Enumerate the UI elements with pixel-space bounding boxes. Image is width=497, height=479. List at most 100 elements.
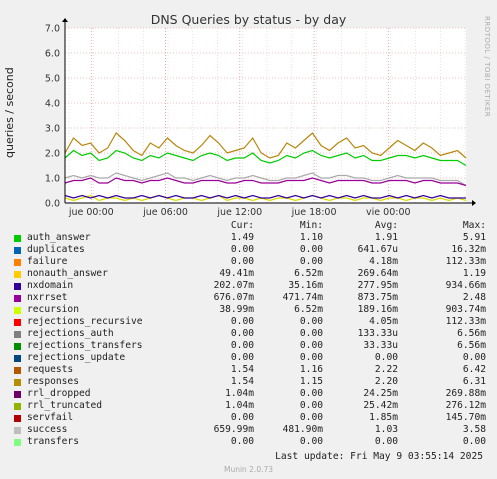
legend-avg: 4.05m [369, 316, 398, 327]
legend-name: duplicates [27, 244, 85, 255]
legend-name: auth_answer [27, 232, 91, 243]
legend-rows: auth_answer 1.49 1.10 1.91 5.91 duplicates 0.0… [12, 232, 488, 448]
legend-cur: 1.04m [225, 388, 254, 399]
legend-swatch [14, 355, 21, 362]
legend-avg: 24.25m [363, 388, 398, 399]
x-tick-label: jue 12:00 [216, 207, 262, 218]
legend-swatch [14, 247, 21, 254]
legend-min: 0.00 [299, 256, 323, 267]
rrdtool-credit: RRDTOOL / TOBI OETIKER [483, 16, 491, 118]
axes: 0.0 1.0 2.0 3.0 4.0 5.0 6.0 7.0 jue 00:00 jue 06:… [45, 18, 476, 218]
legend-avg: 1.03 [374, 424, 398, 435]
legend-name: nxdomain [27, 280, 74, 291]
legend-cur: 0.00 [230, 412, 254, 423]
chart-title: DNS Queries by status - by day [150, 12, 347, 27]
legend-min: 0.00 [299, 436, 323, 447]
legend-name: rejections_recursive [27, 316, 143, 327]
legend-min: 1.16 [299, 364, 323, 375]
series-line [64, 177, 467, 187]
legend-max: 112.33m [445, 256, 486, 267]
legend-min: 6.52m [294, 268, 323, 279]
legend-min: 1.15 [299, 376, 323, 387]
legend-row: responses 1.54 1.15 2.20 6.31 [12, 376, 488, 388]
legend-row: nxrrset 676.07m 471.74m 873.75m 2.48 [12, 292, 488, 304]
legend-row: auth_answer 1.49 1.10 1.91 5.91 [12, 232, 488, 244]
y-tick-label: 5.0 [45, 74, 60, 85]
legend-min: 1.10 [299, 232, 323, 243]
legend-avg: 1.91 [374, 232, 398, 243]
legend-cur: 676.07m [213, 292, 254, 303]
y-tick-label: 0.0 [45, 199, 60, 210]
legend-swatch [14, 415, 21, 422]
series-line [64, 149, 467, 167]
legend-avg: 133.33u [357, 328, 398, 339]
legend-swatch [14, 427, 21, 434]
legend-cur: 0.00 [230, 352, 254, 363]
legend-max: 269.88m [445, 388, 486, 399]
legend-row: duplicates 0.00 0.00 641.67u 16.32m [12, 244, 488, 256]
legend-min: 0.00 [299, 244, 323, 255]
legend-min: 481.90m [282, 424, 323, 435]
y-tick-label: 4.0 [45, 99, 60, 110]
legend-name: success [27, 424, 68, 435]
x-axis-arrow [472, 200, 476, 206]
legend-swatch [14, 343, 21, 350]
series-line [64, 132, 467, 159]
legend-header-min: Min: [299, 220, 323, 231]
legend-swatch [14, 295, 21, 302]
legend-header-cur: Cur: [230, 220, 254, 231]
legend-avg: 2.22 [374, 364, 398, 375]
x-tick-label: vie 00:00 [366, 207, 411, 218]
legend-max: 6.56m [457, 328, 486, 339]
legend-header-avg: Avg: [374, 220, 398, 231]
legend-row: rrl_dropped 1.04m 0.00 24.25m 269.88m [12, 388, 488, 400]
legend-name: rrl_dropped [27, 388, 91, 399]
legend-row: rejections_transfers 0.00 0.00 33.33u 6.56m [12, 340, 488, 352]
legend-max: 0.00 [462, 436, 486, 447]
legend-name: nonauth_answer [27, 268, 108, 279]
legend-row: success 659.99m 481.90m 1.03 3.58 [12, 424, 488, 436]
legend-max: 6.56m [457, 340, 486, 351]
last-update: Last update: Fri May 9 03:55:14 2025 [275, 451, 483, 462]
legend-avg: 0.00 [374, 436, 398, 447]
legend-min: 0.00 [299, 340, 323, 351]
legend-avg: 269.64m [357, 268, 398, 279]
legend-name: recursion [27, 304, 79, 315]
legend-avg: 641.67u [357, 244, 398, 255]
legend-max: 3.58 [462, 424, 486, 435]
legend-name: rejections_transfers [27, 340, 143, 351]
legend-avg: 1.85m [369, 412, 398, 423]
legend-row: rrl_truncated 1.04m 0.00 25.42m 276.12m [12, 400, 488, 412]
legend-cur: 202.07m [213, 280, 254, 291]
legend-name: requests [27, 364, 74, 375]
legend: Cur: Min: Avg: Max: auth_answer 1.49 1.10 1… [12, 220, 488, 448]
legend-min: 0.00 [299, 400, 323, 411]
legend-swatch [14, 403, 21, 410]
legend-max: 2.48 [462, 292, 486, 303]
legend-max: 16.32m [451, 244, 486, 255]
y-tick-label: 7.0 [45, 24, 60, 35]
plot-background [65, 28, 466, 203]
series-layer [64, 132, 467, 202]
legend-row: rejections_update 0.00 0.00 0.00 0.00 [12, 352, 488, 364]
legend-name: responses [27, 376, 79, 387]
legend-min: 0.00 [299, 388, 323, 399]
legend-min: 471.74m [282, 292, 323, 303]
legend-max: 1.19 [462, 268, 486, 279]
legend-name: rejections_auth [27, 328, 114, 339]
y-tick-label: 2.0 [45, 149, 60, 160]
legend-avg: 189.16m [357, 304, 398, 315]
legend-cur: 38.99m [219, 304, 254, 315]
legend-min: 0.00 [299, 352, 323, 363]
legend-name: transfers [27, 436, 79, 447]
legend-avg: 0.00 [374, 352, 398, 363]
legend-name: rejections_update [27, 352, 126, 363]
legend-row: rejections_recursive 0.00 0.00 4.05m 112.33m [12, 316, 488, 328]
legend-header-max: Max: [462, 220, 486, 231]
legend-max: 6.31 [462, 376, 486, 387]
legend-max: 0.00 [462, 352, 486, 363]
legend-avg: 2.20 [374, 376, 398, 387]
legend-cur: 1.54 [230, 364, 254, 375]
x-tick-label: jue 18:00 [291, 207, 337, 218]
legend-min: 0.00 [299, 328, 323, 339]
